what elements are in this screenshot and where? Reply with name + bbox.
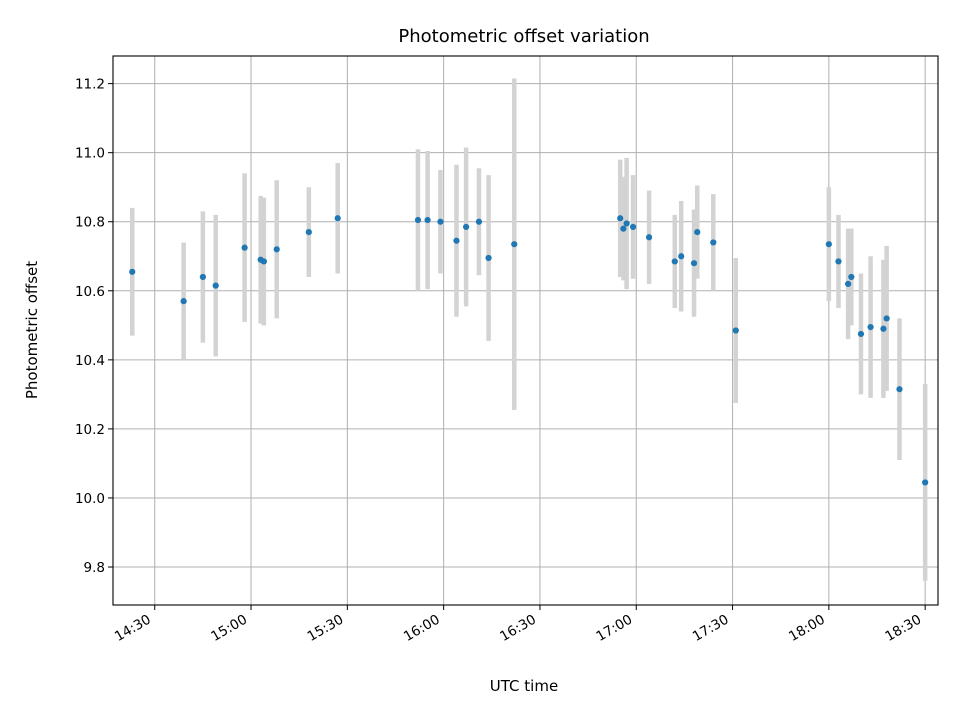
grid	[113, 56, 938, 605]
y-axis: 9.8 10.0 10.2 10.4 10.6 10.8 11.0 11.2	[75, 77, 113, 576]
data-point	[848, 273, 855, 281]
data-point	[671, 258, 678, 265]
data-point	[199, 273, 206, 281]
data-point	[129, 268, 136, 275]
data-point	[710, 239, 717, 246]
data-point	[623, 220, 630, 227]
plot-frame	[112, 55, 939, 606]
data-point	[825, 241, 832, 248]
x-tick-label: 16:30	[497, 612, 539, 645]
data-point	[857, 330, 865, 338]
data-point	[867, 323, 874, 331]
y-tick-label: 11.0	[75, 146, 105, 162]
data-point	[629, 223, 637, 231]
data-point	[883, 315, 890, 322]
chart-title: Photometric offset variation	[398, 26, 649, 47]
x-tick-label: 16:00	[401, 612, 443, 645]
y-tick-label: 9.8	[84, 560, 105, 576]
y-tick-label: 10.2	[75, 422, 105, 438]
data-point	[305, 228, 312, 236]
data-point	[880, 325, 887, 332]
x-tick-label: 14:30	[112, 612, 154, 645]
x-tick-label: 18:30	[882, 612, 924, 645]
data-point	[437, 218, 444, 225]
data-point	[241, 244, 248, 251]
data-point	[212, 282, 219, 289]
data-point	[620, 225, 627, 232]
data-point	[896, 386, 903, 393]
data-point	[694, 228, 701, 236]
data-point	[690, 260, 698, 267]
y-tick-label: 10.8	[75, 215, 105, 231]
x-tick-label: 17:30	[690, 612, 732, 645]
data-point	[732, 327, 739, 334]
data-point	[475, 218, 483, 225]
x-axis-label: UTC time	[490, 677, 558, 695]
data-point	[485, 254, 492, 262]
data-point	[463, 223, 470, 231]
data-point	[645, 234, 653, 241]
y-tick-label: 10.4	[75, 353, 105, 369]
y-tick-label: 10.6	[75, 284, 105, 300]
x-tick-label: 15:00	[208, 612, 250, 645]
data-point	[260, 258, 267, 265]
data-points	[129, 215, 929, 486]
data-point	[617, 215, 624, 222]
data-point	[414, 216, 422, 224]
x-tick-label: 18:00	[786, 612, 828, 645]
data-point	[845, 280, 852, 287]
data-point	[334, 215, 341, 222]
y-tick-label: 11.2	[75, 77, 105, 93]
x-tick-label: 15:30	[305, 612, 347, 645]
x-tick-label: 17:00	[594, 612, 636, 645]
data-point	[180, 298, 187, 305]
y-tick-label: 10.0	[75, 491, 105, 507]
data-point	[835, 258, 842, 265]
data-point	[453, 237, 460, 244]
data-point	[424, 216, 431, 224]
data-point	[678, 253, 685, 260]
data-point	[273, 246, 280, 253]
data-point	[922, 479, 929, 486]
data-point	[511, 241, 518, 248]
y-axis-label: Photometric offset	[23, 261, 41, 399]
x-axis: 14:30 15:00 15:30 16:00 16:30 17:00 17:30 18:00…	[112, 605, 926, 645]
